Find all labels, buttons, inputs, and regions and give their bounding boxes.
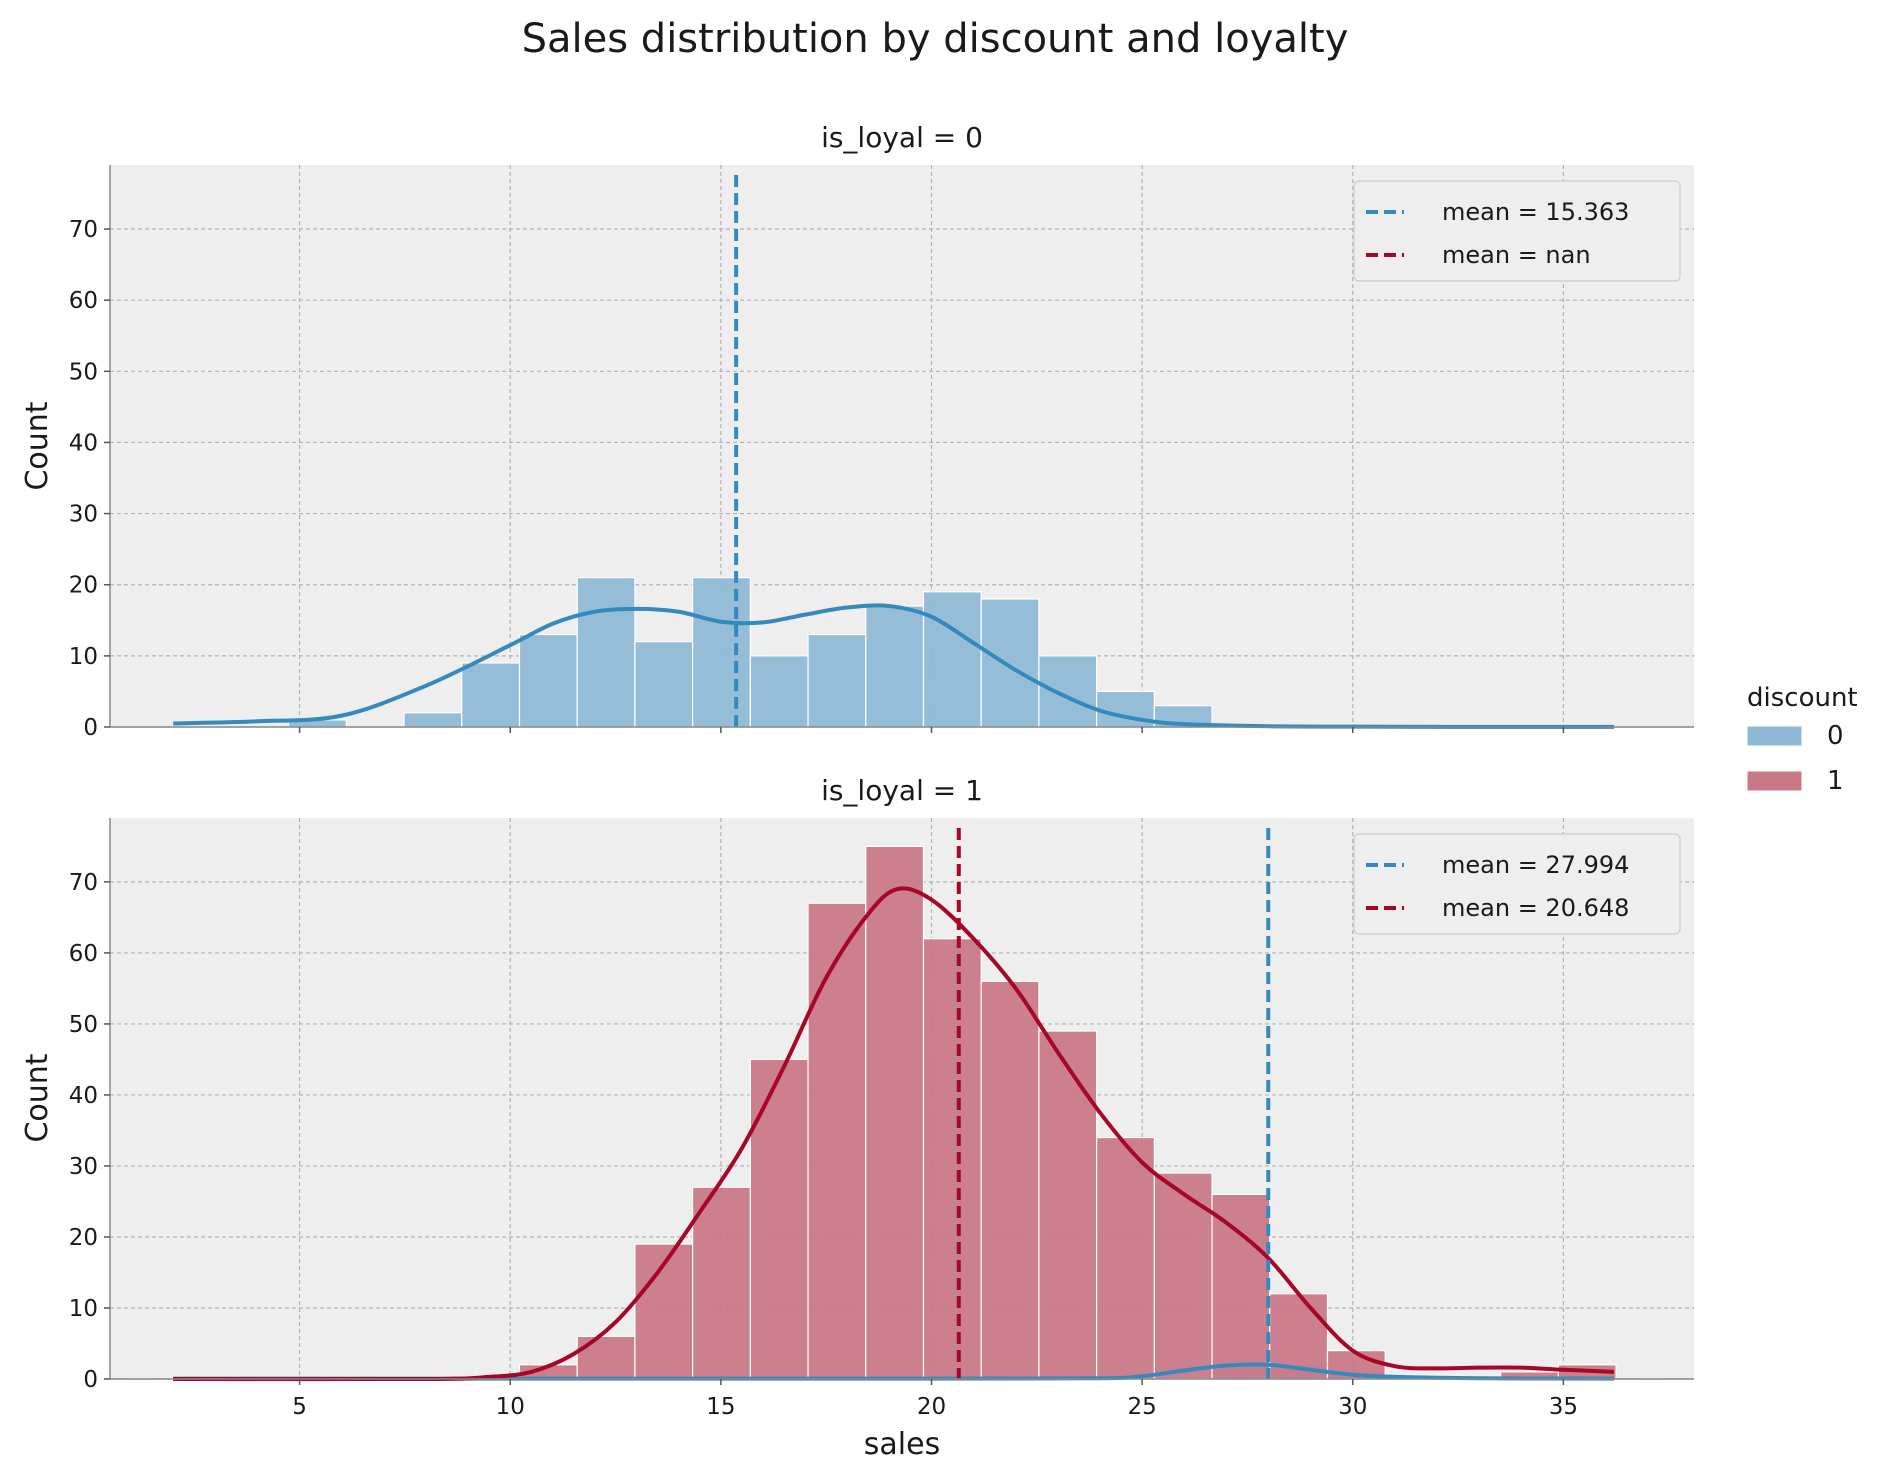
legend-label-mean-discount-1: mean = nan bbox=[1442, 241, 1591, 269]
histogram-bar-discount-0 bbox=[518, 633, 578, 728]
panel-is-loyal-1: 0 10 20 30 40 50 60 70 5 10 15 20 25 30 35 is_loyal = … bbox=[20, 774, 1694, 1462]
legend-label-mean-discount-0: mean = 15.363 bbox=[1442, 198, 1629, 226]
legend-label-mean-discount-1: mean = 20.648 bbox=[1442, 894, 1629, 922]
axes: 0 10 20 30 40 50 60 70 bbox=[69, 165, 1694, 741]
legend-frame bbox=[1353, 180, 1681, 282]
x-tick-label: 30 bbox=[1338, 1394, 1367, 1420]
histogram-bar-discount-1 bbox=[865, 845, 925, 1380]
histogram-bar-discount-1 bbox=[749, 1058, 809, 1380]
panel-legend: mean = 15.363 mean = nan bbox=[1353, 180, 1681, 282]
histogram-bar-discount-0 bbox=[692, 577, 751, 728]
histogram-bar-discount-0 bbox=[1038, 655, 1098, 728]
panel-title: is_loyal = 1 bbox=[821, 774, 983, 807]
histogram-bar-discount-0 bbox=[461, 662, 521, 728]
y-tick-label: 40 bbox=[69, 1083, 98, 1109]
y-tick-label: 10 bbox=[69, 1296, 98, 1322]
panel-title: is_loyal = 0 bbox=[821, 121, 983, 154]
legend-label-discount-1: 1 bbox=[1827, 766, 1844, 796]
y-tick-label: 0 bbox=[83, 1367, 98, 1393]
kde-curve-discount-1 bbox=[173, 886, 1615, 1382]
histogram-bar-discount-0 bbox=[403, 712, 463, 728]
y-tick-label: 50 bbox=[69, 1012, 98, 1038]
x-tick-label: 10 bbox=[496, 1394, 525, 1420]
histogram-bar-discount-1 bbox=[807, 902, 867, 1380]
y-tick-label: 30 bbox=[69, 1154, 98, 1180]
y-tick-label: 40 bbox=[69, 430, 98, 456]
histogram-bar-discount-0 bbox=[980, 598, 1040, 728]
legend-swatch-discount-1 bbox=[1746, 770, 1803, 792]
figure-title: Sales distribution by discount and loyal… bbox=[522, 16, 1349, 62]
legend-label-mean-discount-0: mean = 27.994 bbox=[1442, 851, 1629, 879]
histogram-bar-discount-0 bbox=[576, 577, 636, 728]
x-axis-label: sales bbox=[864, 1427, 940, 1462]
histogram-bar-discount-1 bbox=[1153, 1172, 1213, 1380]
x-tick-label: 5 bbox=[292, 1394, 307, 1420]
y-tick-label: 20 bbox=[69, 573, 98, 599]
panel-is-loyal-0: 0 10 20 30 40 50 60 70 is_loyal = 0 Count mean … bbox=[20, 121, 1694, 741]
y-tick-label: 70 bbox=[69, 217, 98, 243]
y-axis-label: Count bbox=[20, 1053, 55, 1142]
histogram-bar-discount-1 bbox=[1211, 1193, 1271, 1380]
kde-curve-discount-0 bbox=[173, 603, 1614, 729]
kde-curves bbox=[173, 603, 1614, 729]
histogram-bars bbox=[288, 577, 1213, 728]
histogram-bar-discount-0 bbox=[922, 591, 982, 728]
y-axis-label: Count bbox=[20, 401, 55, 490]
x-tick-label: 25 bbox=[1127, 1394, 1156, 1420]
histogram-bar-discount-1 bbox=[692, 1186, 751, 1380]
legend-frame bbox=[1353, 833, 1681, 935]
panel-legend: mean = 27.994 mean = 20.648 bbox=[1353, 833, 1681, 935]
histogram-bar-discount-0 bbox=[807, 633, 867, 728]
histogram-bar-discount-1 bbox=[1038, 1030, 1098, 1380]
y-tick-label: 10 bbox=[69, 644, 98, 670]
mean-lines bbox=[956, 828, 1271, 1379]
x-tick-label: 20 bbox=[917, 1394, 946, 1420]
y-tick-label: 60 bbox=[69, 941, 98, 967]
x-tick-label: 35 bbox=[1549, 1394, 1578, 1420]
histogram-bar-discount-1 bbox=[922, 938, 982, 1380]
histogram-bar-discount-0 bbox=[865, 605, 925, 728]
legend-swatch-discount-0 bbox=[1746, 725, 1803, 747]
x-tick-label: 15 bbox=[706, 1394, 735, 1420]
histogram-bar-discount-1 bbox=[1096, 1136, 1155, 1380]
y-tick-label: 20 bbox=[69, 1225, 98, 1251]
y-tick-label: 60 bbox=[69, 288, 98, 314]
histogram-bar-discount-0 bbox=[634, 641, 694, 728]
histogram-bar-discount-1 bbox=[980, 980, 1040, 1380]
y-tick-label: 30 bbox=[69, 502, 98, 528]
axes: 0 10 20 30 40 50 60 70 5 10 15 20 25 30 35 bbox=[69, 818, 1694, 1420]
histogram-bar-discount-0 bbox=[749, 655, 809, 728]
legend-title: discount bbox=[1747, 683, 1858, 713]
discount-legend: discount 0 1 bbox=[1746, 683, 1858, 796]
legend-label-discount-0: 0 bbox=[1827, 721, 1844, 751]
y-tick-label: 50 bbox=[69, 359, 98, 385]
histogram-bar-discount-1 bbox=[576, 1335, 636, 1380]
y-tick-label: 0 bbox=[83, 715, 98, 741]
y-tick-label: 70 bbox=[69, 870, 98, 896]
